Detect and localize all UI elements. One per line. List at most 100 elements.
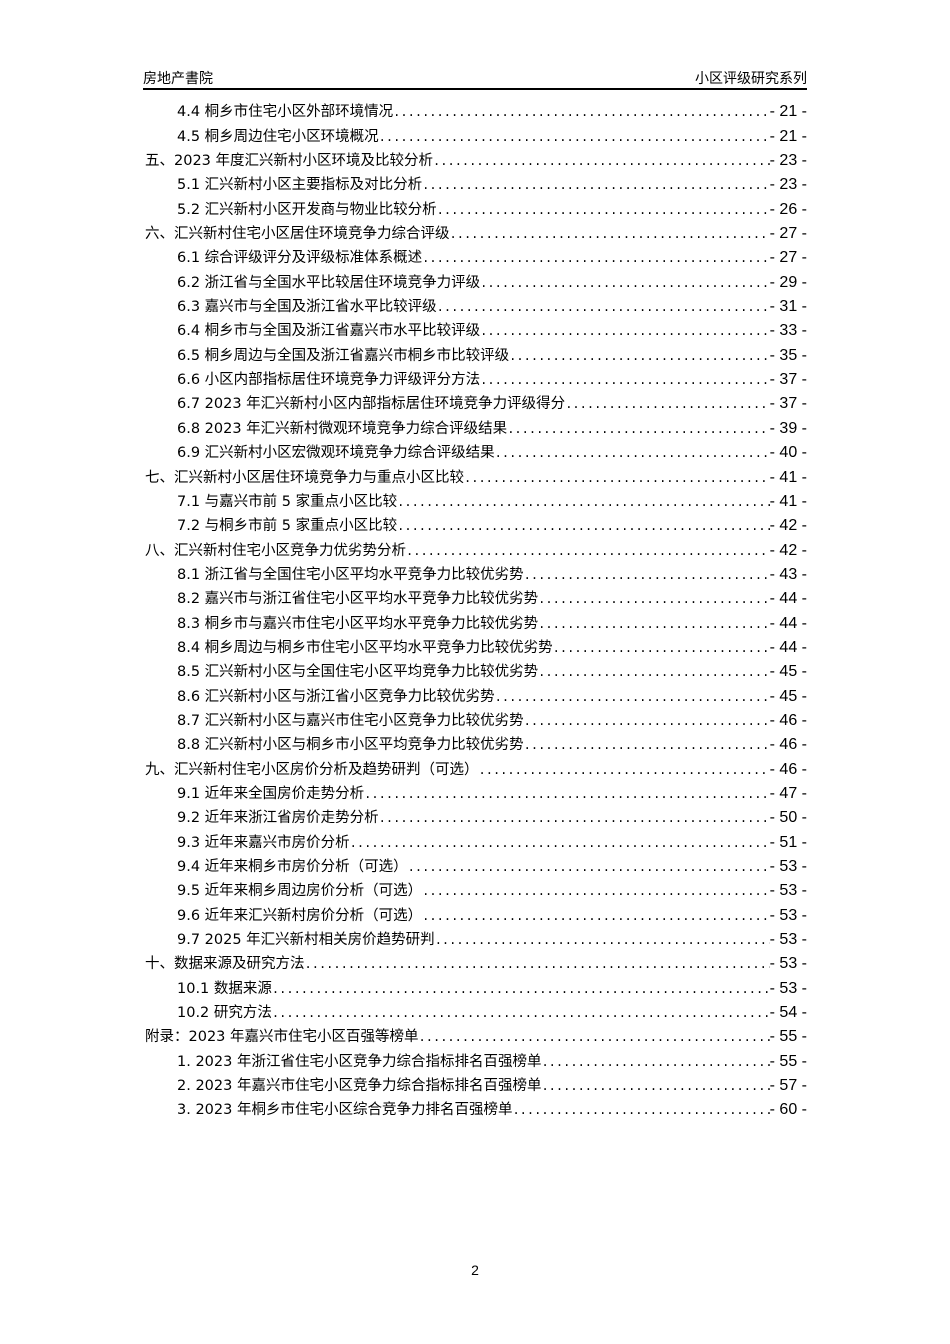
toc-entry-title: 9.1 近年来全国房价走势分析 [177, 785, 365, 802]
toc-entry-page: - 53 - [769, 858, 807, 875]
toc-entry-page: - 53 - [769, 955, 807, 973]
toc-entry[interactable]: 10.1 数据来源 - 53 - [145, 976, 807, 1000]
toc-entry[interactable]: 8.3 桐乡市与嘉兴市住宅小区平均水平竞争力比较优劣势 - 44 - [145, 611, 807, 635]
dot-leader [512, 1098, 769, 1122]
dot-leader [422, 246, 769, 270]
dot-leader [464, 466, 770, 490]
toc-entry[interactable]: 9.3 近年来嘉兴市房价分析 - 51 - [145, 830, 807, 854]
dot-leader [565, 392, 769, 416]
toc-entry-title: 8.2 嘉兴市与浙江省住宅小区平均水平竞争力比较优劣势 [177, 591, 539, 608]
dot-leader [507, 417, 769, 441]
dot-leader [379, 125, 770, 149]
toc-entry[interactable]: 五、2023 年度汇兴新村小区环境及比较分析 - 23 - [145, 149, 807, 173]
toc-entry-title: 8.4 桐乡周边与桐乡市住宅小区平均水平竞争力比较优劣势 [177, 639, 553, 656]
toc-entry-page: - 41 - [769, 468, 807, 486]
dot-leader [422, 879, 769, 903]
toc-entry-title: 8.5 汇兴新村小区与全国住宅小区平均竞争力比较优劣势 [177, 664, 539, 681]
toc-entry-title: 9.2 近年来浙江省房价走势分析 [177, 810, 379, 827]
toc-entry[interactable]: 2. 2023 年嘉兴市住宅小区竞争力综合指标排名百强榜单 - 57 - [145, 1074, 807, 1098]
dot-leader [509, 344, 769, 368]
toc-entry[interactable]: 7.1 与嘉兴市前 5 家重点小区比较 - 41 - [145, 490, 807, 514]
toc-entry[interactable]: 8.6 汇兴新村小区与浙江省小区竞争力比较优劣势 - 45 - [145, 684, 807, 708]
dot-leader [480, 271, 769, 295]
toc-entry[interactable]: 9.6 近年来汇兴新村房价分析（可选） - 53 - [145, 903, 807, 927]
toc-entry[interactable]: 5.1 汇兴新村小区主要指标及对比分析 - 23 - [145, 173, 807, 197]
dot-leader [305, 952, 770, 976]
dot-leader [397, 490, 770, 514]
toc-entry[interactable]: 9.5 近年来桐乡周边房价分析（可选） - 53 - [145, 879, 807, 903]
toc-entry[interactable]: 6.5 桐乡周边与全国及浙江省嘉兴市桐乡市比较评级 - 35 - [145, 343, 807, 367]
toc-entry-page: - 42 - [769, 541, 807, 559]
toc-entry-page: - 54 - [769, 1004, 807, 1022]
toc-entry-title: 2. 2023 年嘉兴市住宅小区竞争力综合指标排名百强榜单 [177, 1078, 542, 1095]
toc-entry[interactable]: 十、数据来源及研究方法 - 53 - [145, 952, 807, 976]
dot-leader [538, 587, 769, 611]
toc-entry-title: 7.2 与桐乡市前 5 家重点小区比较 [177, 518, 398, 535]
toc-entry[interactable]: 3. 2023 年桐乡市住宅小区综合竞争力排名百强榜单 - 60 - [145, 1098, 807, 1122]
toc-entry[interactable]: 8.8 汇兴新村小区与桐乡市小区平均竞争力比较优劣势 - 46 - [145, 733, 807, 757]
toc-entry-title: 9.6 近年来汇兴新村房价分析（可选） [177, 907, 423, 924]
toc-entry-title: 9.4 近年来桐乡市房价分析（可选） [177, 859, 408, 875]
dot-leader [422, 173, 769, 197]
toc-entry[interactable]: 4.4 桐乡市住宅小区外部环境情况 - 21 - [145, 100, 807, 124]
dot-leader [524, 563, 770, 587]
toc-entry-title: 4.4 桐乡市住宅小区外部环境情况 [177, 104, 394, 121]
toc-entry-page: - 37 - [769, 395, 807, 413]
toc-entry-title: 8.7 汇兴新村小区与嘉兴市住宅小区竞争力比较优劣势 [177, 712, 524, 729]
toc-entry[interactable]: 6.7 2023 年汇兴新村小区内部指标居住环境竞争力评级得分 - 37 - [145, 392, 807, 416]
toc-entry-title: 4.5 桐乡周边住宅小区环境概况 [177, 128, 379, 145]
toc-entry[interactable]: 6.9 汇兴新村小区宏微观环境竞争力综合评级结果 - 40 - [145, 441, 807, 465]
toc-entry[interactable]: 8.2 嘉兴市与浙江省住宅小区平均水平竞争力比较优劣势 - 44 - [145, 587, 807, 611]
toc-entry-page: - 51 - [769, 833, 807, 851]
toc-entry[interactable]: 6.3 嘉兴市与全国及浙江省水平比较评级 - 31 - [145, 295, 807, 319]
toc-entry[interactable]: 九、汇兴新村住宅小区房价分析及趋势研判（可选） - 46 - [145, 757, 807, 781]
page-header: 房地产書院 小区评级研究系列 [143, 66, 807, 90]
toc-entry[interactable]: 6.2 浙江省与全国水平比较居住环境竞争力评级 - 29 - [145, 270, 807, 294]
toc-entry[interactable]: 6.8 2023 年汇兴新村微观环境竞争力综合评级结果 - 39 - [145, 416, 807, 440]
toc-entry[interactable]: 10.2 研究方法 - 54 - [145, 1001, 807, 1025]
toc-entry[interactable]: 9.2 近年来浙江省房价走势分析 - 50 - [145, 806, 807, 830]
toc-entry[interactable]: 9.4 近年来桐乡市房价分析（可选） - 53 - [145, 855, 807, 879]
toc-entry-page: - 40 - [769, 444, 807, 462]
toc-entry-page: - 53 - [769, 906, 807, 924]
dot-leader [364, 782, 769, 806]
page-number: 2 [471, 1262, 479, 1278]
toc-entry-page: - 27 - [769, 225, 807, 243]
toc-entry-page: - 27 - [769, 249, 807, 267]
toc-entry[interactable]: 6.4 桐乡市与全国及浙江省嘉兴市水平比较评级 - 33 - [145, 319, 807, 343]
toc-entry[interactable]: 7.2 与桐乡市前 5 家重点小区比较 - 42 - [145, 514, 807, 538]
toc-entry-page: - 29 - [769, 273, 807, 291]
toc-entry-page: - 41 - [769, 492, 807, 510]
toc-entry-title: 6.1 综合评级评分及评级标准体系概述 [177, 250, 423, 267]
toc-entry-page: - 46 - [769, 760, 807, 778]
toc-entry-title: 6.8 2023 年汇兴新村微观环境竞争力综合评级结果 [177, 420, 508, 437]
toc-entry[interactable]: 9.1 近年来全国房价走势分析 - 47 - [145, 782, 807, 806]
dot-leader [480, 319, 769, 343]
toc-entry[interactable]: 6.6 小区内部指标居住环境竞争力评级评分方法 - 37 - [145, 368, 807, 392]
dot-leader [538, 660, 769, 684]
toc-entry[interactable]: 8.5 汇兴新村小区与全国住宅小区平均竞争力比较优劣势 - 45 - [145, 660, 807, 684]
toc-entry[interactable]: 6.1 综合评级评分及评级标准体系概述 - 27 - [145, 246, 807, 270]
toc-entry[interactable]: 七、汇兴新村小区居住环境竞争力与重点小区比较 - 41 - [145, 465, 807, 489]
toc-entry-page: - 33 - [769, 322, 807, 340]
toc-entry-page: - 55 - [769, 1052, 807, 1070]
toc-entry[interactable]: 8.1 浙江省与全国住宅小区平均水平竞争力比较优劣势 - 43 - [145, 563, 807, 587]
toc-entry-title: 5.2 汇兴新村小区开发商与物业比较分析 [177, 201, 437, 218]
toc-entry[interactable]: 9.7 2025 年汇兴新村相关房价趋势研判 - 53 - [145, 928, 807, 952]
toc-entry[interactable]: 八、汇兴新村住宅小区竞争力优劣势分析 - 42 - [145, 538, 807, 562]
toc-entry[interactable]: 附录：2023 年嘉兴市住宅小区百强等榜单 - 55 - [145, 1025, 807, 1049]
toc-entry[interactable]: 5.2 汇兴新村小区开发商与物业比较分析 - 26 - [145, 197, 807, 221]
toc-entry-page: - 21 - [769, 127, 807, 145]
toc-entry[interactable]: 六、汇兴新村住宅小区居住环境竞争力综合评级 - 27 - [145, 222, 807, 246]
toc-entry-title: 6.3 嘉兴市与全国及浙江省水平比较评级 [177, 299, 437, 316]
toc-entry[interactable]: 8.7 汇兴新村小区与嘉兴市住宅小区竞争力比较优劣势 - 46 - [145, 709, 807, 733]
toc-entry-page: - 42 - [769, 517, 807, 535]
dot-leader [495, 441, 770, 465]
toc-entry[interactable]: 4.5 桐乡周边住宅小区环境概况 - 21 - [145, 124, 807, 148]
toc-entry-title: 8.3 桐乡市与嘉兴市住宅小区平均水平竞争力比较优劣势 [177, 615, 539, 632]
toc-entry[interactable]: 1. 2023 年浙江省住宅小区竞争力综合指标排名百强榜单 - 55 - [145, 1049, 807, 1073]
toc-entry[interactable]: 8.4 桐乡周边与桐乡市住宅小区平均水平竞争力比较优劣势 - 44 - [145, 636, 807, 660]
toc-entry-title: 10.2 研究方法 [177, 1005, 272, 1022]
dot-leader [433, 149, 770, 173]
toc-entry-page: - 53 - [769, 931, 807, 949]
